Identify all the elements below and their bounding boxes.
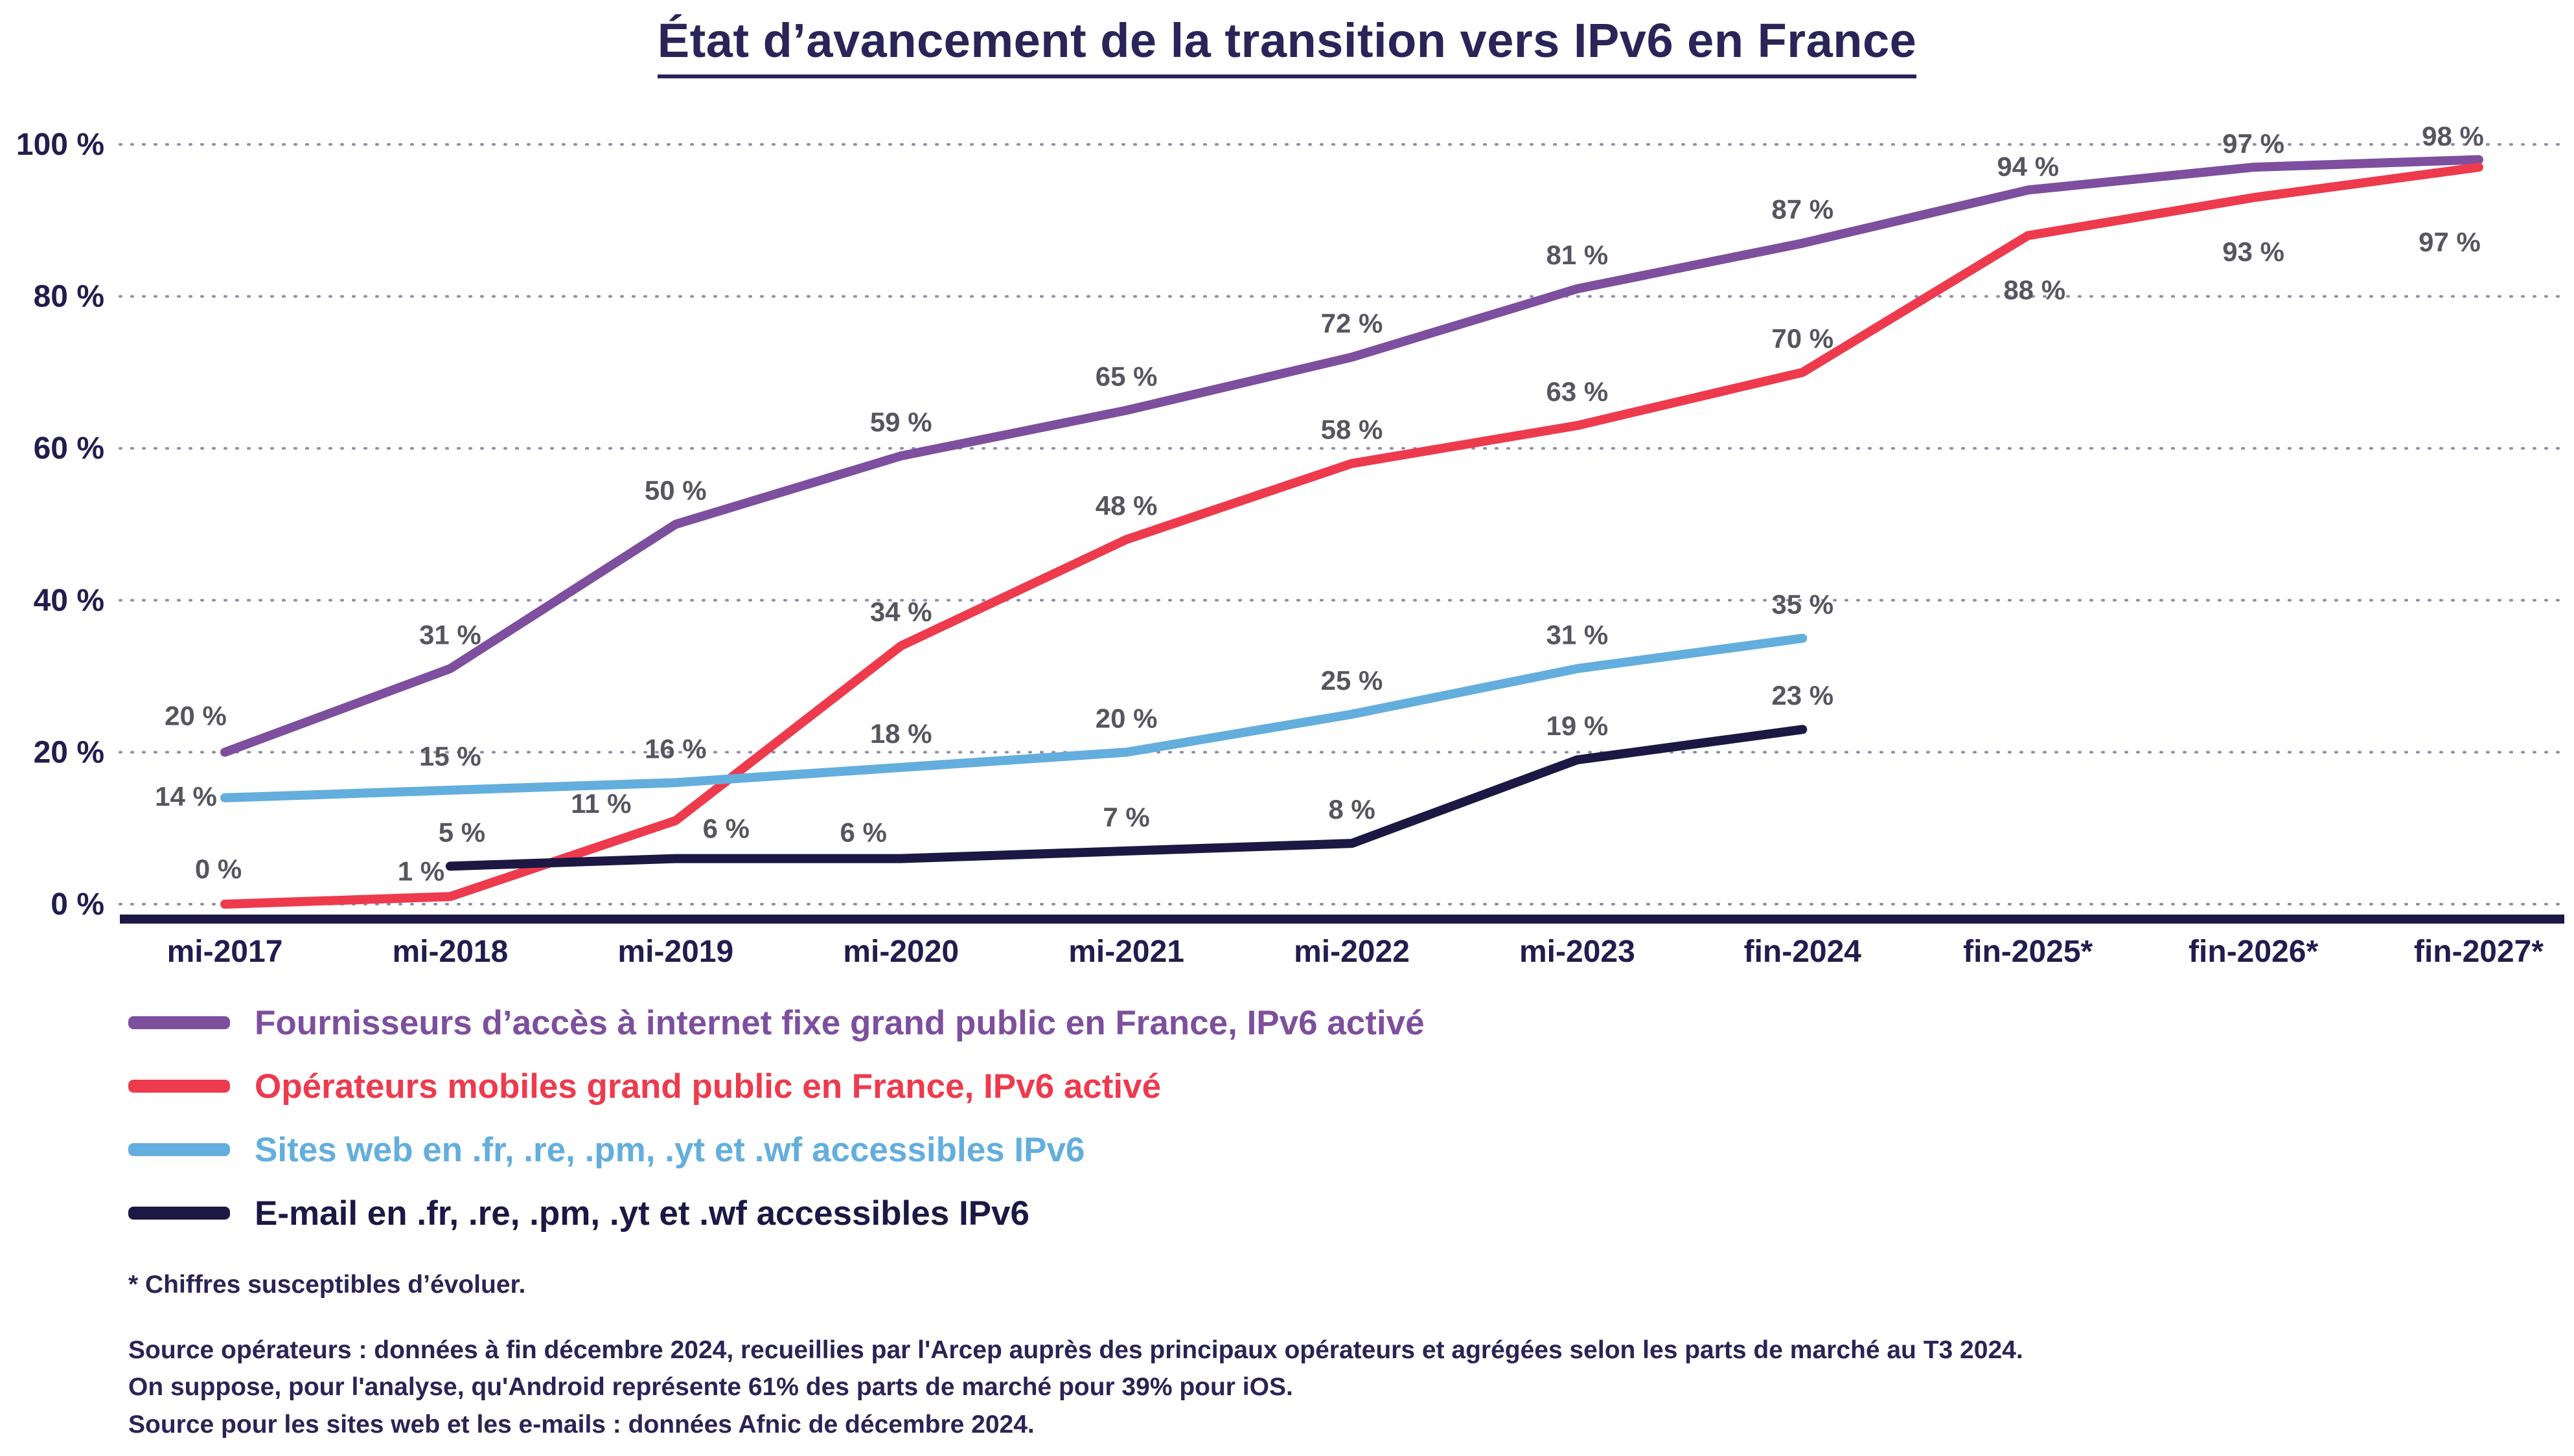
data-label: 20 % (1096, 703, 1158, 733)
legend-item: E-mail en .fr, .re, .pm, .yt et .wf acce… (128, 1193, 1425, 1233)
footnote: * Chiffres susceptibles d’évoluer. (128, 1271, 526, 1299)
legend-swatch (128, 1080, 230, 1093)
data-label: 63 % (1546, 376, 1609, 407)
data-label: 70 % (1771, 323, 1833, 354)
data-label: 97 % (2222, 128, 2284, 159)
data-label: 16 % (645, 733, 707, 764)
source-line-1: Source opérateurs : données à fin décemb… (128, 1336, 2023, 1364)
data-label: 35 % (1771, 589, 1833, 619)
series-line-3 (220, 633, 1808, 802)
data-label: 58 % (1321, 415, 1383, 445)
y-tick-label: 20 % (34, 735, 104, 769)
legend-item: Sites web en .fr, .re, .pm, .yt et .wf a… (128, 1130, 1425, 1170)
data-label: 31 % (419, 619, 481, 650)
data-label: 18 % (870, 718, 932, 749)
data-label: 0 % (195, 854, 242, 884)
data-label: 87 % (1771, 194, 1833, 224)
y-tick-label: 80 % (34, 280, 104, 314)
series-line-2 (220, 163, 2483, 909)
legend-item: Fournisseurs d’accès à internet fixe gra… (128, 1003, 1425, 1043)
data-label: 93 % (2222, 236, 2284, 267)
source-line-3: Source pour les sites web et les e-mails… (128, 1410, 1035, 1439)
x-tick-label: fin-2025* (1963, 935, 2093, 969)
x-tick-label: fin-2026* (2189, 935, 2318, 969)
x-tick-label: mi-2020 (843, 935, 959, 969)
data-label: 72 % (1321, 308, 1383, 338)
data-label: 25 % (1321, 665, 1383, 696)
data-label: 15 % (419, 741, 481, 771)
data-label: 14 % (155, 781, 217, 812)
data-label: 5 % (439, 817, 485, 847)
legend-swatch (128, 1143, 230, 1156)
data-label: 50 % (645, 475, 707, 506)
data-label: 98 % (2422, 120, 2484, 151)
legend-label: Sites web en .fr, .re, .pm, .yt et .wf a… (255, 1130, 1085, 1169)
x-tick-label: fin-2027* (2414, 935, 2544, 969)
legend-label: Opérateurs mobiles grand public en Franc… (255, 1067, 1162, 1106)
legend-swatch (128, 1207, 230, 1220)
series-line-4 (445, 725, 1808, 871)
data-label: 94 % (1997, 151, 2059, 181)
data-label: 88 % (2003, 275, 2065, 305)
data-label: 59 % (870, 407, 932, 437)
source-line-2: On suppose, pour l'analyse, qu'Android r… (128, 1373, 1293, 1402)
data-label: 19 % (1546, 711, 1609, 741)
x-tick-label: mi-2021 (1068, 935, 1184, 969)
y-tick-label: 40 % (34, 584, 104, 618)
data-label: 7 % (1103, 802, 1149, 832)
legend: Fournisseurs d’accès à internet fixe gra… (128, 1003, 1425, 1257)
x-tick-label: mi-2018 (393, 935, 509, 969)
data-label: 6 % (703, 813, 750, 844)
data-label: 48 % (1096, 490, 1158, 521)
y-tick-label: 100 % (16, 128, 104, 162)
chart-title-text: État d’avancement de la transition vers … (657, 13, 1917, 78)
data-label: 8 % (1328, 794, 1375, 825)
x-tick-label: mi-2017 (167, 935, 283, 969)
data-label: 11 % (571, 788, 631, 819)
legend-label: E-mail en .fr, .re, .pm, .yt et .wf acce… (255, 1194, 1029, 1233)
line-chart: 0 % 20 % 40 % 60 % 80 % 100 % mi-2017 mi-2018 mi… (16, 120, 2566, 969)
data-label: 97 % (2419, 227, 2481, 257)
data-label: 20 % (165, 700, 227, 731)
legend-label: Fournisseurs d’accès à internet fixe gra… (255, 1003, 1425, 1042)
chart-title: État d’avancement de la transition vers … (0, 13, 2574, 78)
data-label: 6 % (840, 817, 887, 848)
data-label: 31 % (1546, 619, 1609, 650)
x-tick-label: fin-2024 (1744, 935, 1862, 969)
x-tick-label: mi-2019 (617, 935, 733, 969)
data-label: 65 % (1096, 361, 1158, 392)
legend-swatch (128, 1016, 230, 1029)
y-tick-label: 0 % (51, 887, 104, 922)
sources: Source opérateurs : données à fin décemb… (128, 1332, 2023, 1443)
legend-item: Opérateurs mobiles grand public en Franc… (128, 1066, 1425, 1106)
data-label: 23 % (1771, 680, 1833, 711)
x-tick-label: mi-2023 (1519, 935, 1635, 969)
x-tick-label: mi-2022 (1294, 935, 1410, 969)
data-label: 1 % (398, 856, 444, 886)
data-label: 34 % (870, 597, 932, 627)
series-line-1 (220, 155, 2483, 757)
y-tick-label: 60 % (34, 431, 104, 466)
data-label: 81 % (1546, 240, 1609, 270)
